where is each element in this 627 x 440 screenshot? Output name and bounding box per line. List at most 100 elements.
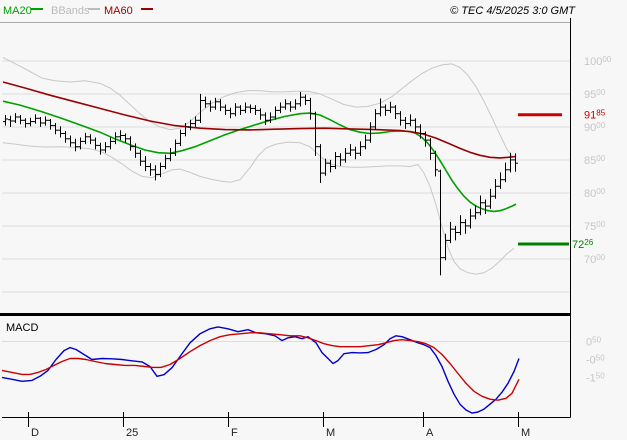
candle [388,101,393,114]
candle [478,195,483,216]
candle [213,97,218,110]
candle [418,124,423,139]
price-tick-label: 9500 [584,88,606,101]
candle [243,102,248,114]
ma60-line [2,81,516,159]
x-tick-label: M [326,427,335,439]
candle [483,199,488,214]
candle [153,165,158,181]
candle [188,119,193,131]
candle [368,122,373,143]
candle [38,117,43,127]
candle [78,137,83,150]
candle [313,111,318,156]
candle [118,130,123,141]
time-axis-labels: D 25 F M A M [28,412,530,439]
bb_upper-line [2,57,514,158]
candle [463,219,468,234]
price-tick-label: 8000 [584,187,606,200]
support-label: 7226 [572,238,594,251]
candle [233,103,238,117]
candle [253,105,258,115]
chart-legend: MA20 BBands MA60 [3,5,153,17]
candle [268,112,273,123]
x-tick-label: D [31,427,39,439]
candle [358,141,363,156]
candle [333,152,338,170]
candle [448,221,453,244]
candle [283,99,288,110]
bollinger-bands [2,57,515,275]
candle [513,153,518,172]
candle [458,215,463,236]
price-tick-label: 9000 [584,121,606,134]
macd-tick-label: -150 [586,371,605,384]
candle [148,163,153,176]
resistance-label: 9185 [584,109,606,122]
macd-tick-label: 050 [586,336,602,349]
candle [18,115,23,125]
candle [293,99,298,110]
candle [383,104,388,116]
macd-tick-label: -050 [586,354,605,367]
candle [73,138,78,152]
candle [263,112,268,125]
macd-curves [1,326,520,414]
legend-dash-bbands [88,8,100,10]
candle [158,162,163,178]
candle [228,107,233,119]
candle [108,137,113,150]
candle [428,138,433,160]
level-lines: 9185 7226 [518,109,606,251]
candle [343,148,348,163]
legend-label-ma20: MA20 [3,5,32,17]
candle [143,156,148,172]
macd-line [1,326,520,414]
candle [423,131,428,147]
candle [68,135,73,147]
macd-axis-labels: 050 -050 -150 [586,336,605,385]
candle [373,109,378,130]
candle [408,114,413,127]
candle [493,179,498,199]
candle [223,104,228,115]
candle [468,208,473,229]
candle [103,142,108,153]
candle [393,105,398,119]
candle [303,94,308,106]
moving-averages [2,81,517,213]
candle [23,118,28,128]
candle [183,123,188,137]
candle [443,233,448,261]
candle [83,132,88,145]
candle [13,113,18,123]
candle [138,150,143,166]
candle [438,169,443,276]
candle [198,93,203,123]
candle [28,117,33,127]
price-tick-label: 8500 [584,154,606,167]
candle [3,115,8,126]
legend-label-ma60: MA60 [104,5,133,17]
candle [353,146,358,160]
price-axis-labels: 10000 9500 9000 8500 8000 7500 7000 [584,55,612,266]
legend-dash-ma60 [141,8,153,10]
candle [498,172,503,189]
candle [413,118,418,133]
candlesticks [3,91,518,276]
candle [248,104,253,114]
bb_lower-line [2,141,515,275]
macd-panel-title: MACD [6,322,38,334]
price-tick-label: 7500 [584,220,606,233]
price-tick-label: 10000 [584,55,612,68]
candle [33,114,38,124]
candle [503,162,508,183]
candle [218,99,223,112]
candle [48,119,53,130]
candle [278,102,283,114]
x-tick-label: M [521,427,530,439]
x-tick-label: F [231,427,238,439]
candle [328,159,333,173]
legend-label-bbands: BBands [51,5,90,17]
